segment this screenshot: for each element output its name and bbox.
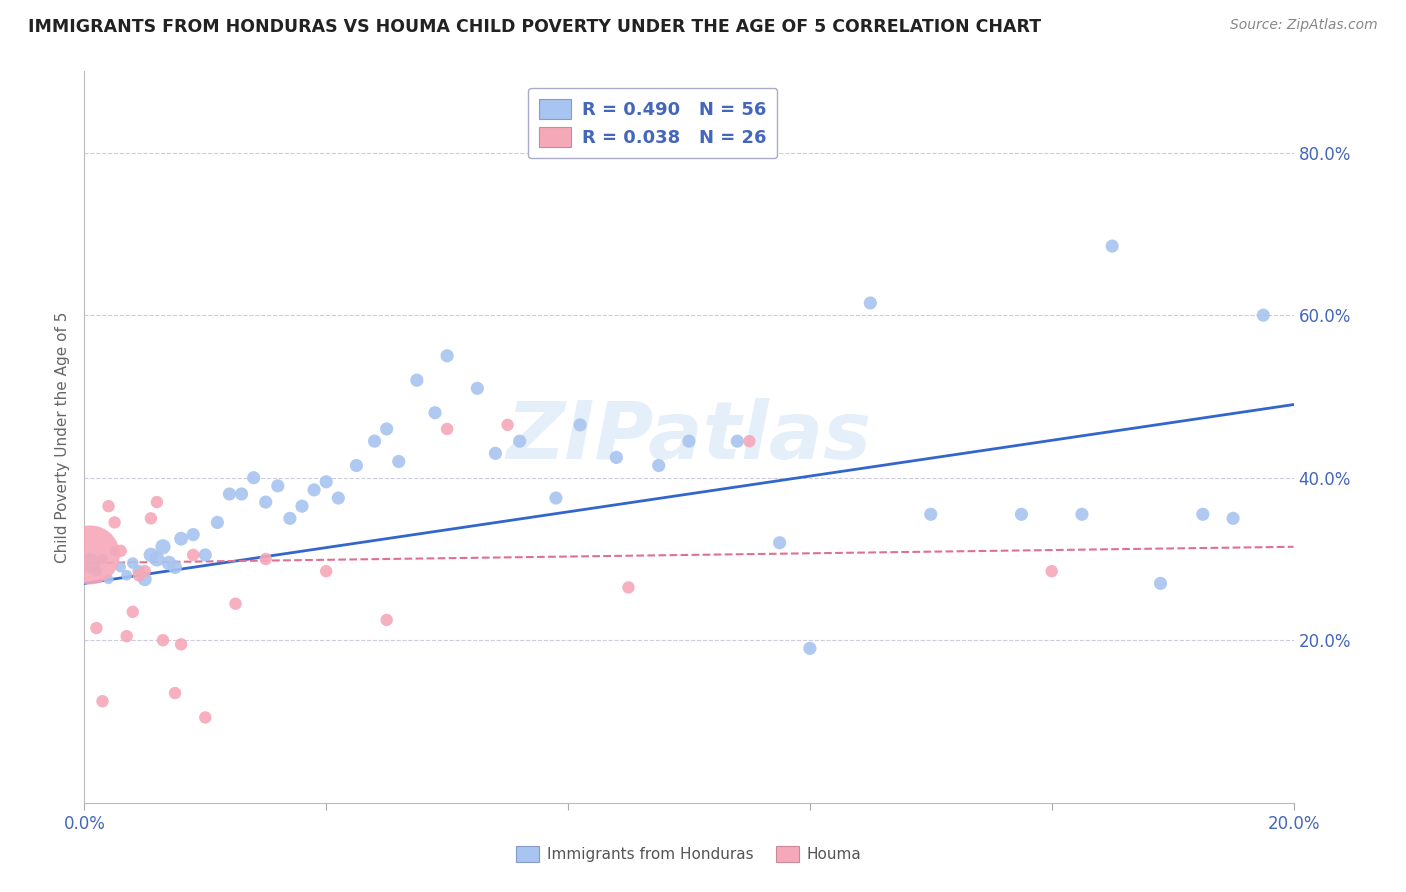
Point — [86, 621, 108, 635]
Point — [1011, 508, 1033, 522]
Point — [115, 629, 138, 643]
Point — [91, 694, 114, 708]
Point — [1101, 239, 1123, 253]
Point — [484, 446, 506, 460]
Point — [605, 450, 627, 465]
Text: IMMIGRANTS FROM HONDURAS VS HOUMA CHILD POVERTY UNDER THE AGE OF 5 CORRELATION C: IMMIGRANTS FROM HONDURAS VS HOUMA CHILD … — [28, 18, 1042, 36]
Point — [278, 511, 301, 525]
Point — [738, 434, 761, 449]
Point — [254, 495, 277, 509]
Point — [121, 556, 143, 570]
Point — [157, 556, 180, 570]
Point — [170, 532, 193, 546]
Point — [97, 499, 120, 513]
Point — [254, 552, 277, 566]
Point — [346, 458, 368, 473]
Point — [218, 487, 240, 501]
Point — [436, 422, 458, 436]
Point — [406, 373, 429, 387]
Point — [496, 417, 519, 432]
Point — [315, 564, 337, 578]
Point — [920, 508, 942, 522]
Point — [1253, 308, 1275, 322]
Point — [388, 454, 411, 468]
Point — [91, 552, 114, 566]
Point — [134, 572, 156, 586]
Point — [375, 422, 398, 436]
Point — [181, 527, 204, 541]
Point — [544, 491, 567, 505]
Point — [1192, 508, 1215, 522]
Point — [121, 605, 143, 619]
Point — [1040, 564, 1063, 578]
Point — [194, 710, 217, 724]
Point — [725, 434, 748, 449]
Point — [569, 417, 592, 432]
Point — [315, 475, 337, 489]
Point — [146, 552, 169, 566]
Point — [859, 296, 882, 310]
Point — [165, 560, 187, 574]
Point — [799, 641, 821, 656]
Point — [678, 434, 700, 449]
Point — [110, 560, 132, 574]
Point — [225, 597, 247, 611]
Text: ZIPatlas: ZIPatlas — [506, 398, 872, 476]
Point — [231, 487, 253, 501]
Legend: Immigrants from Honduras, Houma: Immigrants from Honduras, Houma — [510, 840, 868, 868]
Point — [1222, 511, 1244, 525]
Point — [328, 491, 350, 505]
Point — [79, 548, 101, 562]
Point — [86, 564, 108, 578]
Point — [134, 564, 156, 578]
Point — [139, 511, 162, 525]
Point — [152, 540, 174, 554]
Point — [1071, 508, 1094, 522]
Point — [302, 483, 325, 497]
Point — [648, 458, 671, 473]
Y-axis label: Child Poverty Under the Age of 5: Child Poverty Under the Age of 5 — [55, 311, 70, 563]
Point — [79, 556, 101, 570]
Point — [104, 544, 127, 558]
Point — [115, 568, 138, 582]
Point — [104, 516, 127, 530]
Point — [152, 633, 174, 648]
Point — [165, 686, 187, 700]
Point — [617, 581, 640, 595]
Point — [769, 535, 792, 549]
Point — [207, 516, 229, 530]
Point — [291, 499, 314, 513]
Point — [170, 637, 193, 651]
Point — [1149, 576, 1171, 591]
Point — [436, 349, 458, 363]
Point — [467, 381, 489, 395]
Point — [242, 471, 264, 485]
Point — [181, 548, 204, 562]
Point — [110, 544, 132, 558]
Point — [363, 434, 385, 449]
Point — [509, 434, 531, 449]
Text: Source: ZipAtlas.com: Source: ZipAtlas.com — [1230, 18, 1378, 32]
Point — [267, 479, 290, 493]
Point — [97, 572, 120, 586]
Point — [375, 613, 398, 627]
Point — [128, 564, 150, 578]
Point — [146, 495, 169, 509]
Point — [139, 548, 162, 562]
Point — [194, 548, 217, 562]
Point — [423, 406, 446, 420]
Point — [128, 568, 150, 582]
